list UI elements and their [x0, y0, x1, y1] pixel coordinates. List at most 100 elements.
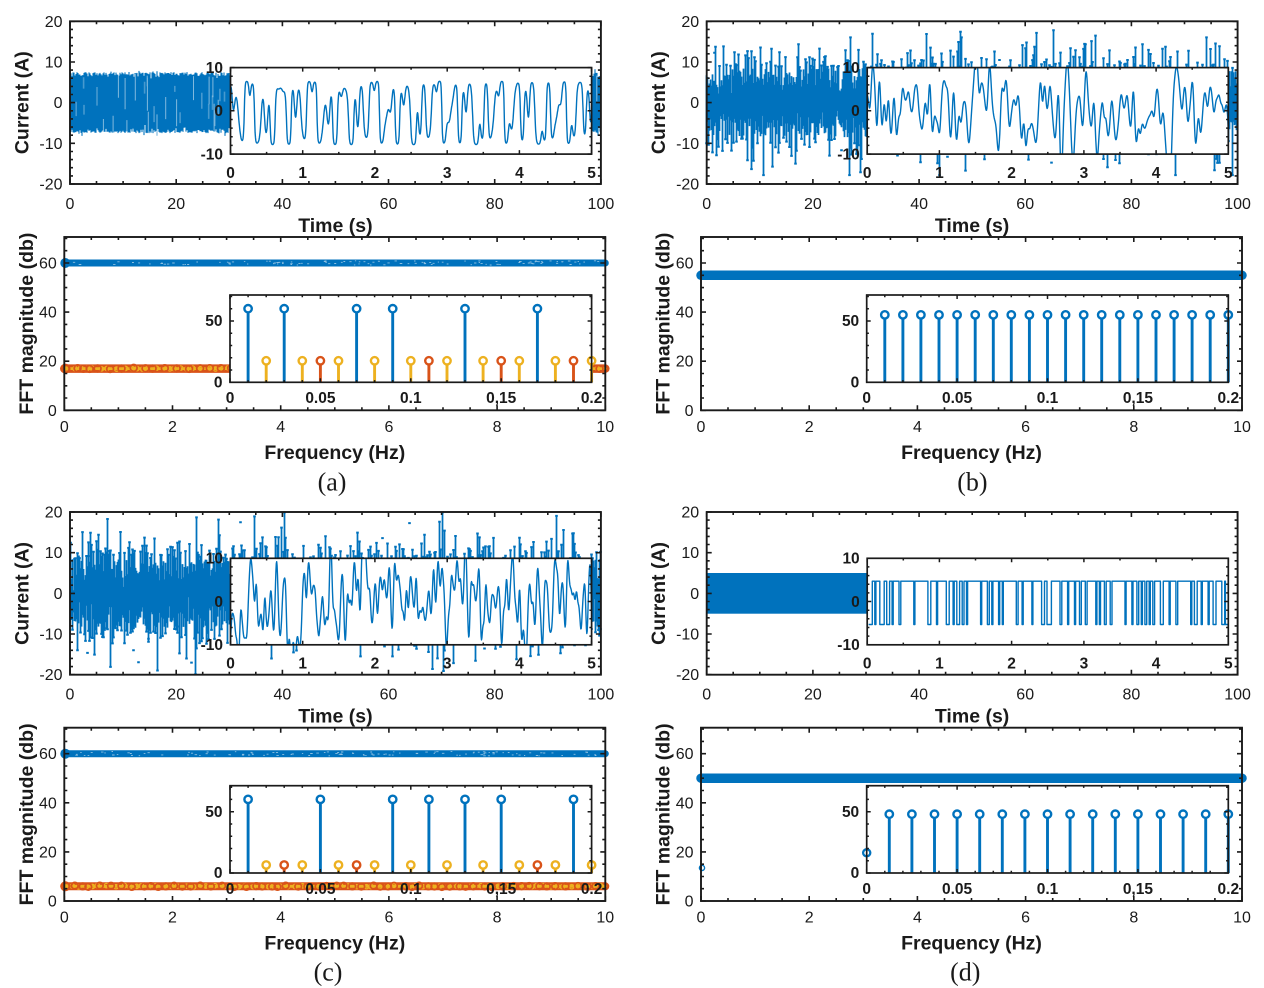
svg-text:4: 4: [913, 910, 922, 927]
svg-text:5: 5: [1224, 656, 1233, 673]
svg-text:0: 0: [48, 894, 57, 911]
svg-text:20: 20: [676, 354, 694, 371]
svg-text:40: 40: [910, 687, 928, 704]
svg-text:-10: -10: [201, 637, 223, 654]
svg-text:2: 2: [1007, 165, 1016, 182]
svg-text:10: 10: [1233, 910, 1251, 927]
svg-text:10: 10: [596, 419, 614, 436]
svg-text:4: 4: [276, 419, 285, 436]
svg-text:60: 60: [380, 196, 398, 213]
svg-text:-10: -10: [837, 637, 859, 654]
svg-text:40: 40: [676, 795, 694, 812]
svg-text:0: 0: [226, 390, 235, 407]
svg-text:0.1: 0.1: [1037, 881, 1059, 898]
svg-text:0: 0: [60, 910, 69, 927]
svg-text:0.1: 0.1: [400, 390, 422, 407]
svg-text:FFT magnitude (db): FFT magnitude (db): [16, 233, 38, 415]
svg-text:100: 100: [1224, 196, 1251, 213]
svg-text:0: 0: [66, 687, 75, 704]
svg-text:2: 2: [1007, 656, 1016, 673]
svg-text:10: 10: [206, 60, 223, 77]
svg-text:60: 60: [380, 687, 398, 704]
svg-text:3: 3: [443, 165, 452, 182]
svg-text:0.05: 0.05: [942, 881, 973, 898]
svg-text:FFT magnitude (db): FFT magnitude (db): [653, 233, 675, 415]
svg-text:0: 0: [702, 196, 711, 213]
svg-text:8: 8: [1129, 419, 1138, 436]
svg-text:0.05: 0.05: [305, 881, 336, 898]
svg-text:-10: -10: [676, 627, 699, 644]
svg-text:3: 3: [1080, 656, 1089, 673]
svg-text:20: 20: [804, 196, 822, 213]
svg-text:20: 20: [804, 687, 822, 704]
svg-text:0: 0: [697, 910, 706, 927]
svg-text:60: 60: [39, 256, 57, 273]
svg-text:0: 0: [214, 594, 223, 611]
svg-text:0: 0: [226, 656, 235, 673]
svg-text:6: 6: [1021, 910, 1030, 927]
svg-text:50: 50: [205, 313, 222, 330]
svg-text:10: 10: [45, 545, 63, 562]
svg-text:60: 60: [676, 746, 694, 763]
svg-text:-10: -10: [201, 146, 223, 163]
svg-text:1: 1: [935, 165, 944, 182]
svg-text:0,15: 0,15: [486, 881, 517, 898]
svg-text:40: 40: [39, 795, 57, 812]
svg-text:60: 60: [1016, 687, 1034, 704]
svg-text:80: 80: [1123, 196, 1141, 213]
svg-text:0: 0: [862, 881, 871, 898]
svg-text:5: 5: [587, 656, 596, 673]
svg-text:0: 0: [690, 95, 699, 112]
svg-text:0.2: 0.2: [581, 390, 603, 407]
svg-text:0,15: 0,15: [1123, 390, 1154, 407]
svg-text:Frequency (Hz): Frequency (Hz): [264, 933, 405, 955]
svg-text:5: 5: [587, 165, 596, 182]
svg-text:60: 60: [1016, 196, 1034, 213]
svg-text:8: 8: [493, 910, 502, 927]
svg-text:0: 0: [862, 390, 871, 407]
svg-text:8: 8: [1129, 910, 1138, 927]
svg-text:0: 0: [685, 403, 694, 420]
svg-text:(a): (a): [318, 467, 347, 496]
svg-text:Time (s): Time (s): [935, 706, 1009, 728]
svg-text:6: 6: [1021, 419, 1030, 436]
svg-text:-20: -20: [676, 177, 699, 194]
svg-text:0: 0: [48, 403, 57, 420]
svg-text:Current (A): Current (A): [648, 542, 670, 645]
svg-text:10: 10: [681, 55, 699, 72]
svg-text:0: 0: [685, 894, 694, 911]
svg-text:20: 20: [167, 196, 185, 213]
svg-text:0: 0: [66, 196, 75, 213]
svg-text:80: 80: [1123, 687, 1141, 704]
svg-text:FFT magnitude (db): FFT magnitude (db): [16, 723, 38, 905]
svg-text:20: 20: [39, 354, 57, 371]
svg-text:0: 0: [851, 103, 860, 120]
svg-text:0: 0: [690, 586, 699, 603]
svg-text:0.2: 0.2: [1218, 881, 1240, 898]
svg-text:6: 6: [384, 910, 393, 927]
svg-text:Current (A): Current (A): [12, 51, 34, 154]
svg-text:0: 0: [214, 865, 223, 882]
svg-text:10: 10: [45, 55, 63, 72]
svg-text:Frequency (Hz): Frequency (Hz): [264, 442, 405, 464]
svg-text:3: 3: [443, 656, 452, 673]
svg-text:2: 2: [371, 656, 380, 673]
svg-text:20: 20: [45, 505, 63, 522]
svg-text:10: 10: [842, 60, 859, 77]
svg-text:80: 80: [486, 687, 504, 704]
svg-text:0: 0: [60, 419, 69, 436]
svg-text:2: 2: [371, 165, 380, 182]
svg-text:40: 40: [274, 687, 292, 704]
svg-text:FFT magnitude (db): FFT magnitude (db): [653, 723, 675, 905]
svg-text:20: 20: [681, 14, 699, 31]
svg-text:10: 10: [596, 910, 614, 927]
svg-text:10: 10: [206, 551, 223, 568]
svg-text:20: 20: [45, 14, 63, 31]
svg-text:2: 2: [168, 910, 177, 927]
svg-text:2: 2: [805, 419, 814, 436]
svg-text:0: 0: [851, 375, 860, 392]
svg-text:(d): (d): [950, 958, 980, 987]
svg-text:0.2: 0.2: [1218, 390, 1240, 407]
svg-text:50: 50: [205, 804, 222, 821]
svg-text:5: 5: [1224, 165, 1233, 182]
